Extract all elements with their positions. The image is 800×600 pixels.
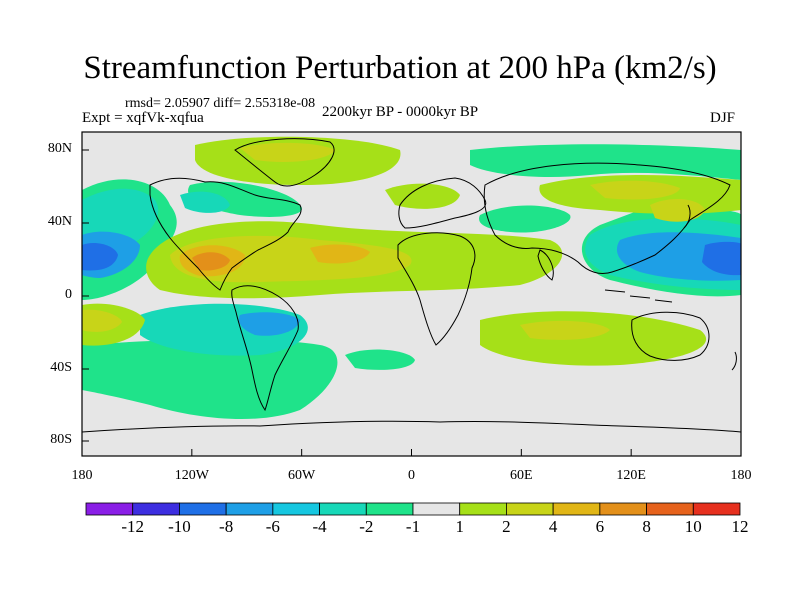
contour-neg-sh-band	[82, 339, 338, 420]
lat-tick-label: 80N	[47, 141, 72, 156]
contour-neg-europe	[479, 205, 571, 233]
coast-australia	[631, 311, 710, 361]
colorbar-swatch	[225, 502, 274, 516]
colorbar-label: 6	[595, 517, 605, 536]
contour-neg4-nw-pacific	[180, 191, 230, 213]
coast-europe	[398, 177, 487, 229]
lat-tick-label: 40S	[50, 360, 72, 375]
contour-pos4-indian	[520, 320, 610, 340]
coast-new-zealand	[731, 351, 737, 371]
coast-greenland	[234, 138, 335, 187]
coast-asia	[483, 162, 731, 275]
colorbar-label: -8	[219, 517, 234, 536]
colorbar-label: -12	[121, 517, 145, 536]
contour-pos6-greenland	[240, 142, 335, 162]
contour-pos-mediterranean	[385, 183, 460, 209]
coastlines	[82, 138, 741, 433]
contour-neg6-south-pacific	[238, 312, 300, 336]
plot-title: Streamfunction Perturbation at 200 hPa (…	[83, 50, 717, 86]
contour-pos4-siberia	[590, 180, 680, 200]
colorbar-label: 2	[502, 517, 511, 536]
contour-neg-arctic-east	[470, 144, 741, 180]
lon-tick-label: 120W	[174, 468, 209, 483]
lon-tick-label: 120E	[616, 468, 646, 483]
colorbar-swatch	[459, 502, 507, 516]
colorbar-label: 10	[684, 517, 702, 536]
experiment-label: Expt = xqfVk-xqfua	[82, 110, 204, 126]
contour-pos8-mexico-core	[192, 252, 230, 271]
lon-tick-label: 180	[730, 468, 752, 483]
colorbar-swatch	[272, 502, 320, 516]
period-label: 2200kyr BP - 0000kyr BP	[322, 104, 479, 120]
colorbar-swatch	[179, 502, 227, 516]
colorbar-label: -4	[312, 517, 327, 536]
contour-pos4-japan	[650, 198, 705, 222]
lon-tick-label: 0	[408, 468, 415, 483]
lon-tick-label: 180	[71, 468, 93, 483]
coast-indonesia	[604, 289, 673, 303]
axis-ticks	[81, 149, 742, 456]
lat-tick-label: 0	[65, 287, 72, 302]
colorbar-swatch	[599, 502, 647, 516]
coast-japan	[683, 204, 691, 229]
colorbar-swatch	[132, 502, 180, 516]
coast-africa	[397, 232, 476, 346]
colorbar-swatch	[412, 502, 461, 516]
colorbar-label: -1	[405, 517, 421, 536]
colorbar-swatch	[319, 502, 367, 516]
contour-neg8-core-west	[82, 243, 118, 271]
colorbar-label: -2	[359, 517, 374, 536]
colorbar-swatch	[506, 502, 554, 516]
colorbar-swatch	[552, 502, 601, 516]
colorbar-label: -6	[265, 517, 280, 536]
contour-neg8-core-east	[702, 241, 741, 276]
contour-pos6-atlantic	[310, 244, 370, 264]
coast-india	[537, 249, 554, 281]
lat-tick-label: 40N	[47, 214, 72, 229]
contour-pos4-se-pacific	[82, 309, 122, 332]
colorbar-label: 8	[642, 517, 651, 536]
coast-south-america	[231, 285, 299, 412]
lon-tick-label: 60E	[510, 468, 533, 483]
lon-tick-label: 60W	[288, 468, 316, 483]
colorbar-swatch	[365, 502, 414, 516]
coast-antarctica	[82, 420, 741, 433]
colorbar-label: -10	[168, 517, 191, 536]
colorbar-swatch	[85, 502, 134, 516]
colorbar-swatch	[646, 502, 694, 516]
coast-north-america	[149, 177, 302, 291]
colorbar	[85, 502, 741, 516]
lat-tick-label: 80S	[50, 432, 72, 447]
contour-neg-sh-africa	[345, 349, 415, 370]
season-label: DJF	[710, 110, 736, 126]
contour-fields	[82, 136, 741, 420]
colorbar-label: 4	[548, 517, 558, 536]
colorbar-label: 1	[455, 517, 464, 536]
stats-text: rmsd= 2.05907 diff= 2.55318e-08	[125, 96, 316, 111]
colorbar-label: 12	[731, 517, 749, 536]
colorbar-swatch	[692, 502, 741, 516]
